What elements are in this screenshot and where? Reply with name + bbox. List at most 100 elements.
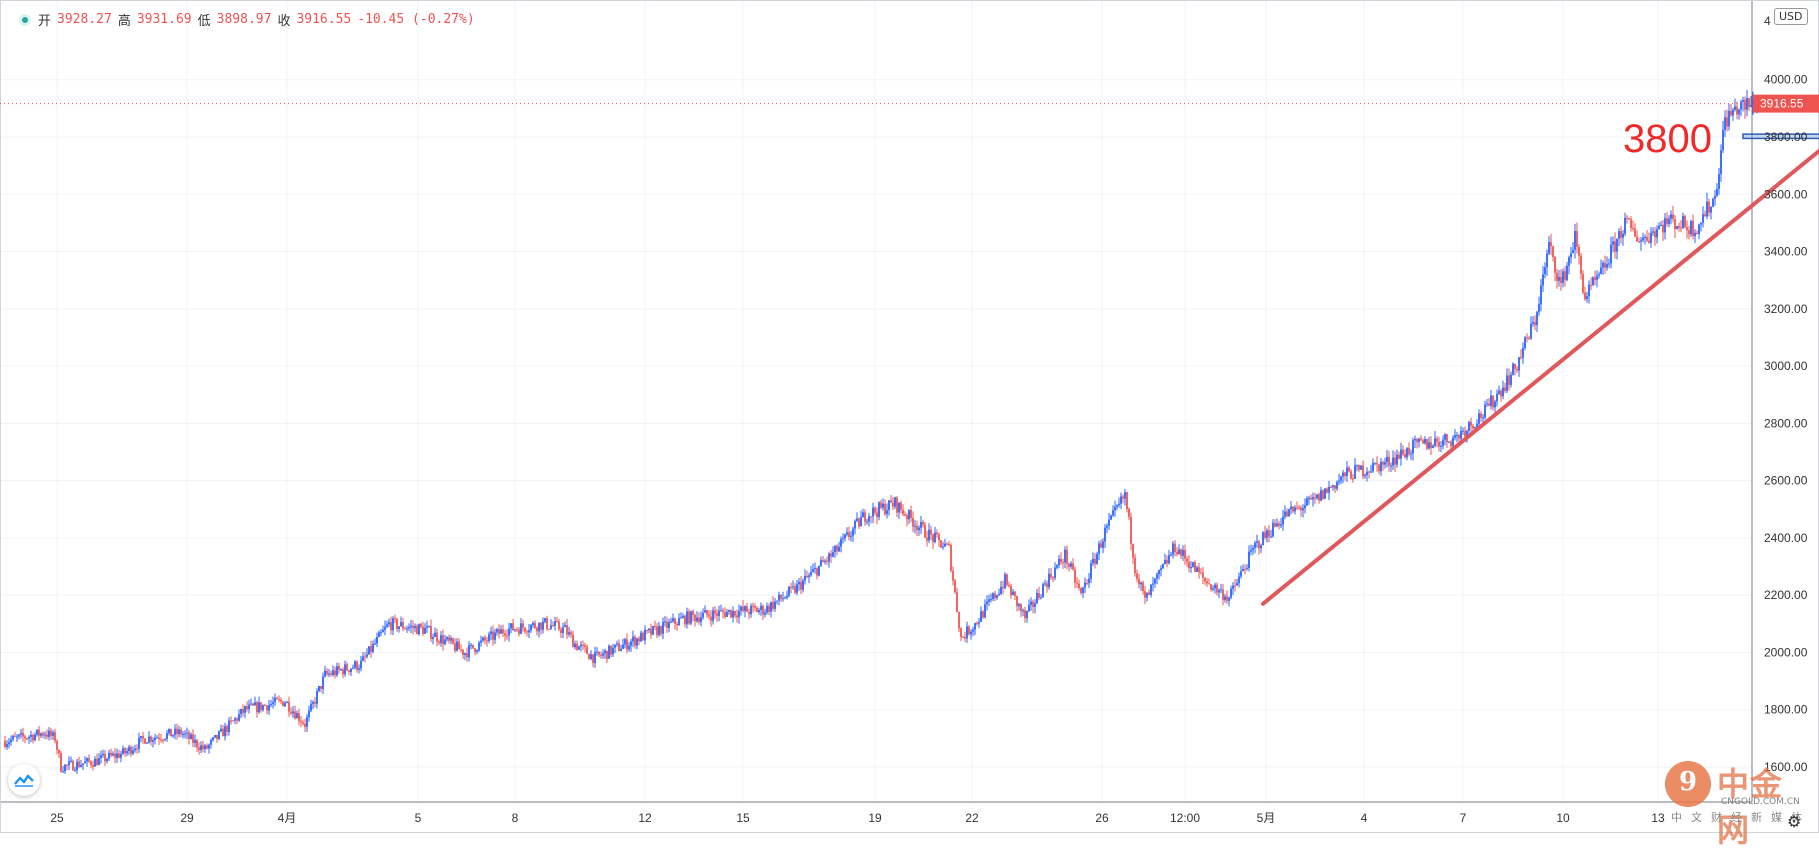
candle-body (136, 748, 138, 750)
candle-body (1440, 445, 1442, 447)
candle-body (266, 705, 268, 711)
candle-body (1260, 545, 1262, 549)
candle-body (1306, 498, 1308, 506)
candle-body (896, 497, 898, 513)
candle-body (1454, 435, 1456, 438)
candle-body (550, 625, 552, 629)
candle-body (416, 626, 418, 635)
candle-body (982, 611, 984, 618)
candle-body (922, 522, 924, 525)
candlestick-chart[interactable]: 3800 1600.00 1800.00 2000.00 2200.00 2400.00 2… (0, 0, 1819, 833)
candle-body (1366, 471, 1368, 475)
candle-body (1710, 206, 1712, 213)
candle-body (1704, 214, 1706, 217)
candle-body (1012, 591, 1014, 596)
candle-body (1100, 543, 1102, 548)
x-tick-label: 25 (50, 811, 64, 825)
candle-body (1116, 505, 1118, 507)
candle-body (50, 730, 52, 736)
candle-body (368, 646, 370, 655)
candle-body (1444, 434, 1446, 440)
candle-body (1596, 275, 1598, 280)
candle-body (1150, 584, 1152, 595)
candle-body (1396, 454, 1398, 465)
candle-body (1730, 110, 1732, 116)
candle-body (142, 735, 144, 739)
candle-body (544, 618, 546, 622)
candle-body (464, 653, 466, 655)
candle-body (788, 587, 790, 596)
candle-body (478, 642, 480, 651)
candle-body (1580, 255, 1582, 274)
candle-body (1658, 226, 1660, 229)
candle-body (936, 532, 938, 535)
candle-body (108, 752, 110, 759)
candle-body (1390, 465, 1392, 467)
candle-body (1672, 214, 1674, 219)
candle-body (1646, 236, 1648, 241)
candle-body (1602, 262, 1604, 268)
candle-body (1232, 585, 1234, 589)
candle-body (1000, 586, 1002, 594)
candle-body (678, 618, 680, 626)
candle-body (1164, 559, 1166, 564)
candle-body (602, 653, 604, 656)
candle-body (1180, 549, 1182, 556)
x-tick-label: 5 (415, 811, 422, 825)
candle-body (388, 622, 390, 625)
y-tick-label: 2000.00 (1764, 645, 1808, 659)
candle-body (350, 668, 352, 673)
candle-body (580, 644, 582, 647)
candle-body (1578, 246, 1580, 256)
candle-body (1718, 174, 1720, 189)
candle-body (872, 507, 874, 517)
candle-body (128, 746, 130, 752)
candle-body (1694, 232, 1696, 237)
candle-body (12, 735, 14, 740)
candle-body (1706, 201, 1708, 217)
candle-body (312, 702, 314, 704)
candle-body (966, 626, 968, 639)
candle-body (1358, 465, 1360, 470)
currency-button[interactable]: USD (1774, 8, 1808, 25)
candles-group (4, 89, 1758, 775)
candle-body (972, 629, 974, 632)
candle-body (1278, 523, 1280, 526)
candle-body (172, 734, 174, 737)
candle-body (960, 628, 962, 637)
candle-body (1370, 471, 1372, 473)
candle-body (530, 625, 532, 631)
candle-body (1058, 558, 1060, 566)
candle-body (1178, 549, 1180, 555)
high-label: 高 (117, 14, 131, 29)
candle-body (846, 532, 848, 535)
gear-icon[interactable]: ⚙ (1787, 812, 1802, 831)
candle-body (1600, 267, 1602, 275)
candle-body (226, 726, 228, 733)
candle-body (78, 761, 80, 767)
candle-body (1424, 439, 1426, 444)
candle-body (200, 745, 202, 751)
tradingview-logo-icon[interactable] (8, 764, 40, 796)
candle-body (1002, 586, 1004, 589)
candle-body (1196, 567, 1198, 572)
last-price-tag (1753, 94, 1819, 113)
candle-body (514, 629, 516, 631)
candle-body (1048, 573, 1050, 588)
candle-body (1118, 503, 1120, 506)
candle-body (252, 703, 254, 706)
candle-body (1050, 573, 1052, 578)
candle-body (168, 728, 170, 734)
candle-body (322, 676, 324, 689)
candle-body (844, 534, 846, 539)
candle-body (1128, 509, 1130, 518)
candle-body (1474, 427, 1476, 429)
candle-body (1262, 532, 1264, 546)
candle-body (616, 643, 618, 645)
candle-body (962, 636, 964, 638)
candle-body (440, 635, 442, 643)
candle-body (174, 728, 176, 735)
candle-body (248, 704, 250, 710)
candle-body (732, 610, 734, 618)
candle-body (776, 600, 778, 602)
